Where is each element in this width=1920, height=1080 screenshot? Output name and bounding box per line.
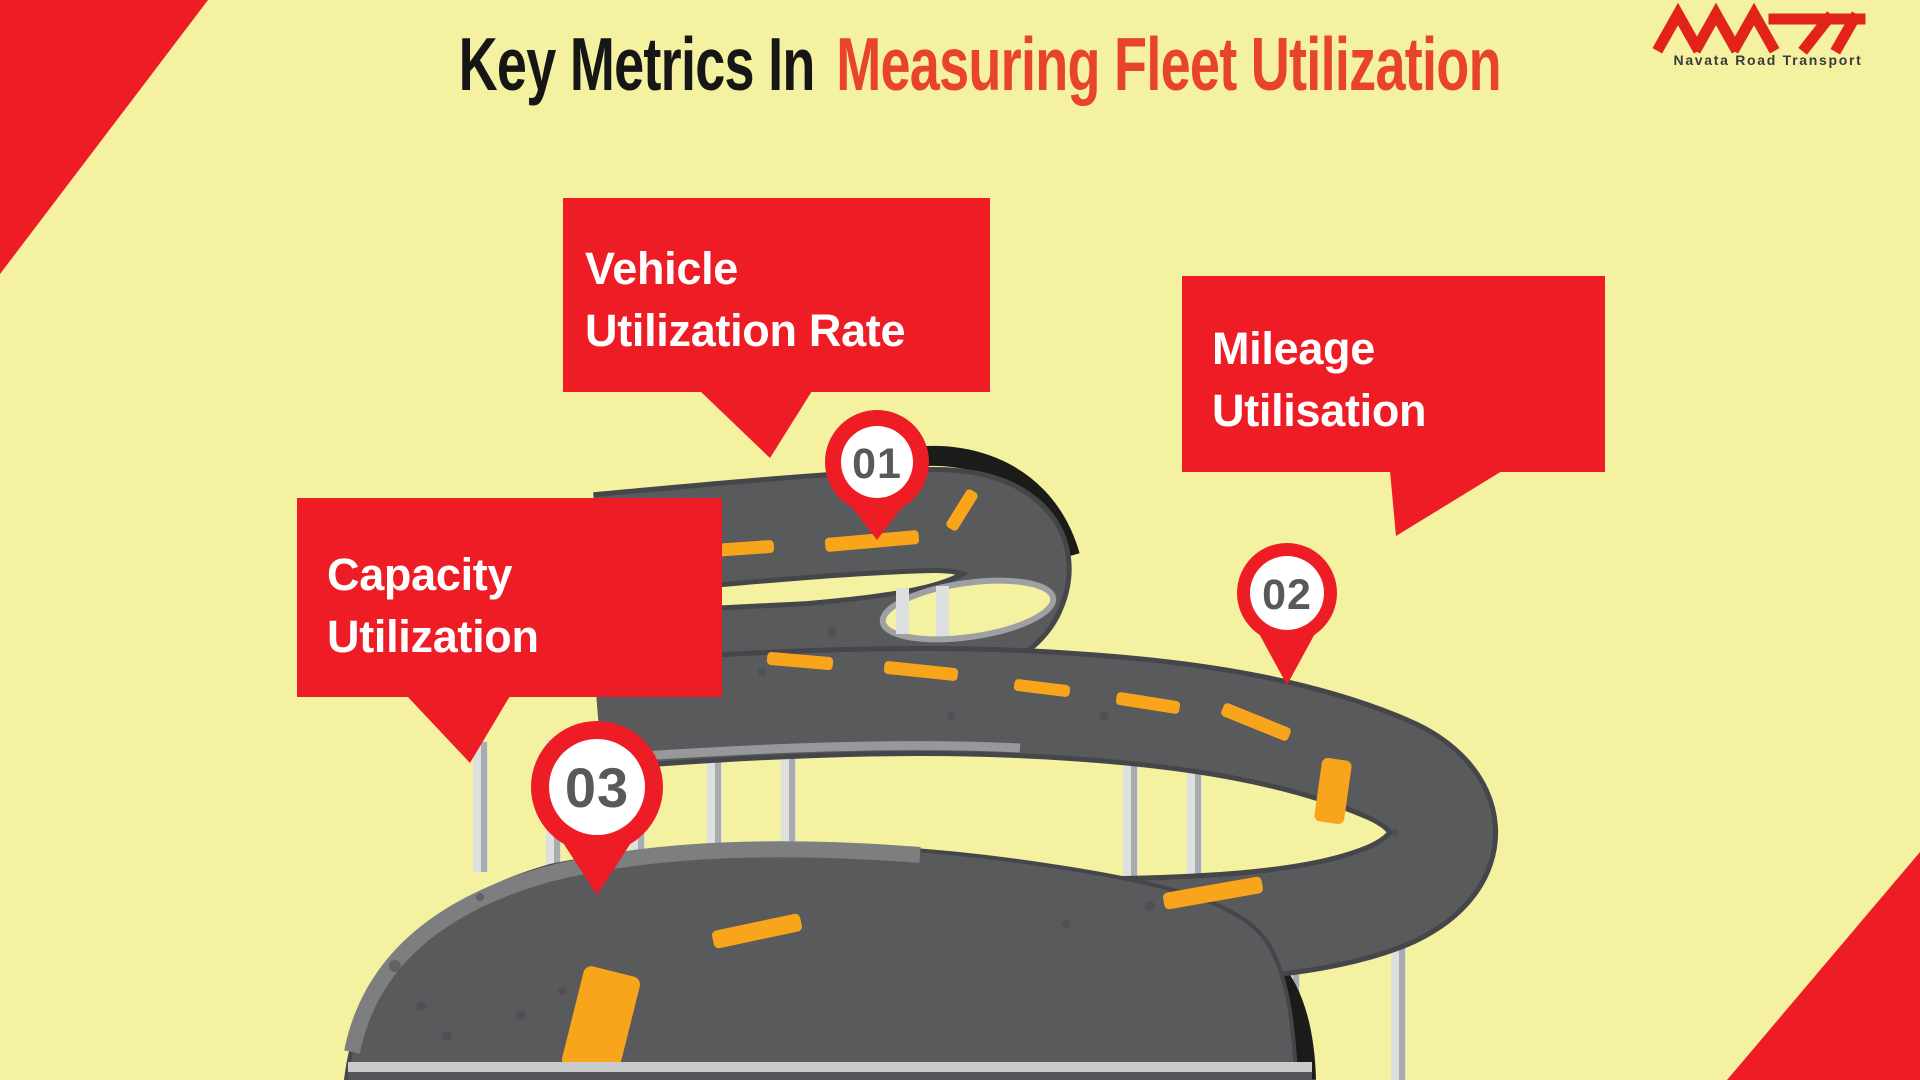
pillar [1187,762,1202,884]
callout-line: Mileage [1212,323,1375,374]
logo-peak [1652,2,1704,54]
lane-dash [824,530,920,552]
pin-tip [1256,628,1318,685]
lane-dash [766,651,834,671]
bubble-tail-2 [1390,471,1502,536]
callout-vehicle-utilization-rate: Vehicle Utilization Rate [563,198,990,392]
title-highlight: Measuring Fleet Utilization [836,22,1502,106]
page-title: Key Metrics In Measuring Fleet Utilizati… [0,24,1920,105]
callout-line: Utilisation [1212,385,1427,436]
lane-dash [1221,703,1291,741]
navata-logo-mark [1652,2,1866,55]
logo-leg [1830,11,1862,55]
pin-02: 02 [1237,543,1337,685]
lane-dash [712,913,802,949]
lane-dash [1314,758,1352,824]
pin-inner-circle [841,426,913,498]
title-prefix: Key Metrics In [458,22,816,106]
pin-number-1: 01 [852,440,902,488]
callout-capacity-utilization: Capacity Utilization [297,498,722,697]
callout-mileage-utilisation: Mileage Utilisation [1182,276,1605,472]
pin-inner-circle [549,739,645,835]
pillar [707,736,722,872]
bubble-tail-1 [700,391,812,458]
lane-dash [1115,692,1181,714]
pillar [896,588,909,634]
lane-dashes [561,489,1352,1078]
pillar [936,586,949,636]
logo-peak [1690,2,1742,54]
road-lower-curb [609,741,1021,763]
pin-01: 01 [825,410,929,540]
pillar [473,742,488,872]
bubble-tail-3 [407,696,510,763]
hairpin-gap [879,577,1057,643]
corner-triangle-bottom-right [1727,852,1920,1080]
slab-base-shadow [348,1072,1312,1080]
lane-dash [1163,876,1263,910]
callout-line: Utilization Rate [585,305,906,356]
pin-03: 03 [531,721,663,895]
logo-leg [1798,11,1836,55]
pin-inner-circle [1250,556,1324,630]
pillar [781,735,796,864]
corner-triangle-top-left [0,0,208,274]
logo-tagline: Navata Road Transport [1673,52,1863,68]
lane-dash [561,966,641,1078]
logo-peak [1728,2,1780,54]
pillar [1123,756,1138,886]
callout-line: Vehicle [585,243,739,294]
road-slab-curb [344,841,921,1054]
callout-line: Capacity [327,549,513,600]
road-lower-surface [593,651,1493,982]
road-lower-deck [593,646,1498,987]
slab-base-strip [348,1062,1312,1072]
lane-dash [883,661,959,681]
callout-line: Utilization [327,611,539,662]
lane-dash [1013,679,1071,697]
pin-number-2: 02 [1262,571,1312,619]
pin-number-3: 03 [565,756,629,819]
page-title-text: Key Metrics In Measuring Fleet Utilizati… [458,22,1502,106]
lane-dash [946,489,978,531]
